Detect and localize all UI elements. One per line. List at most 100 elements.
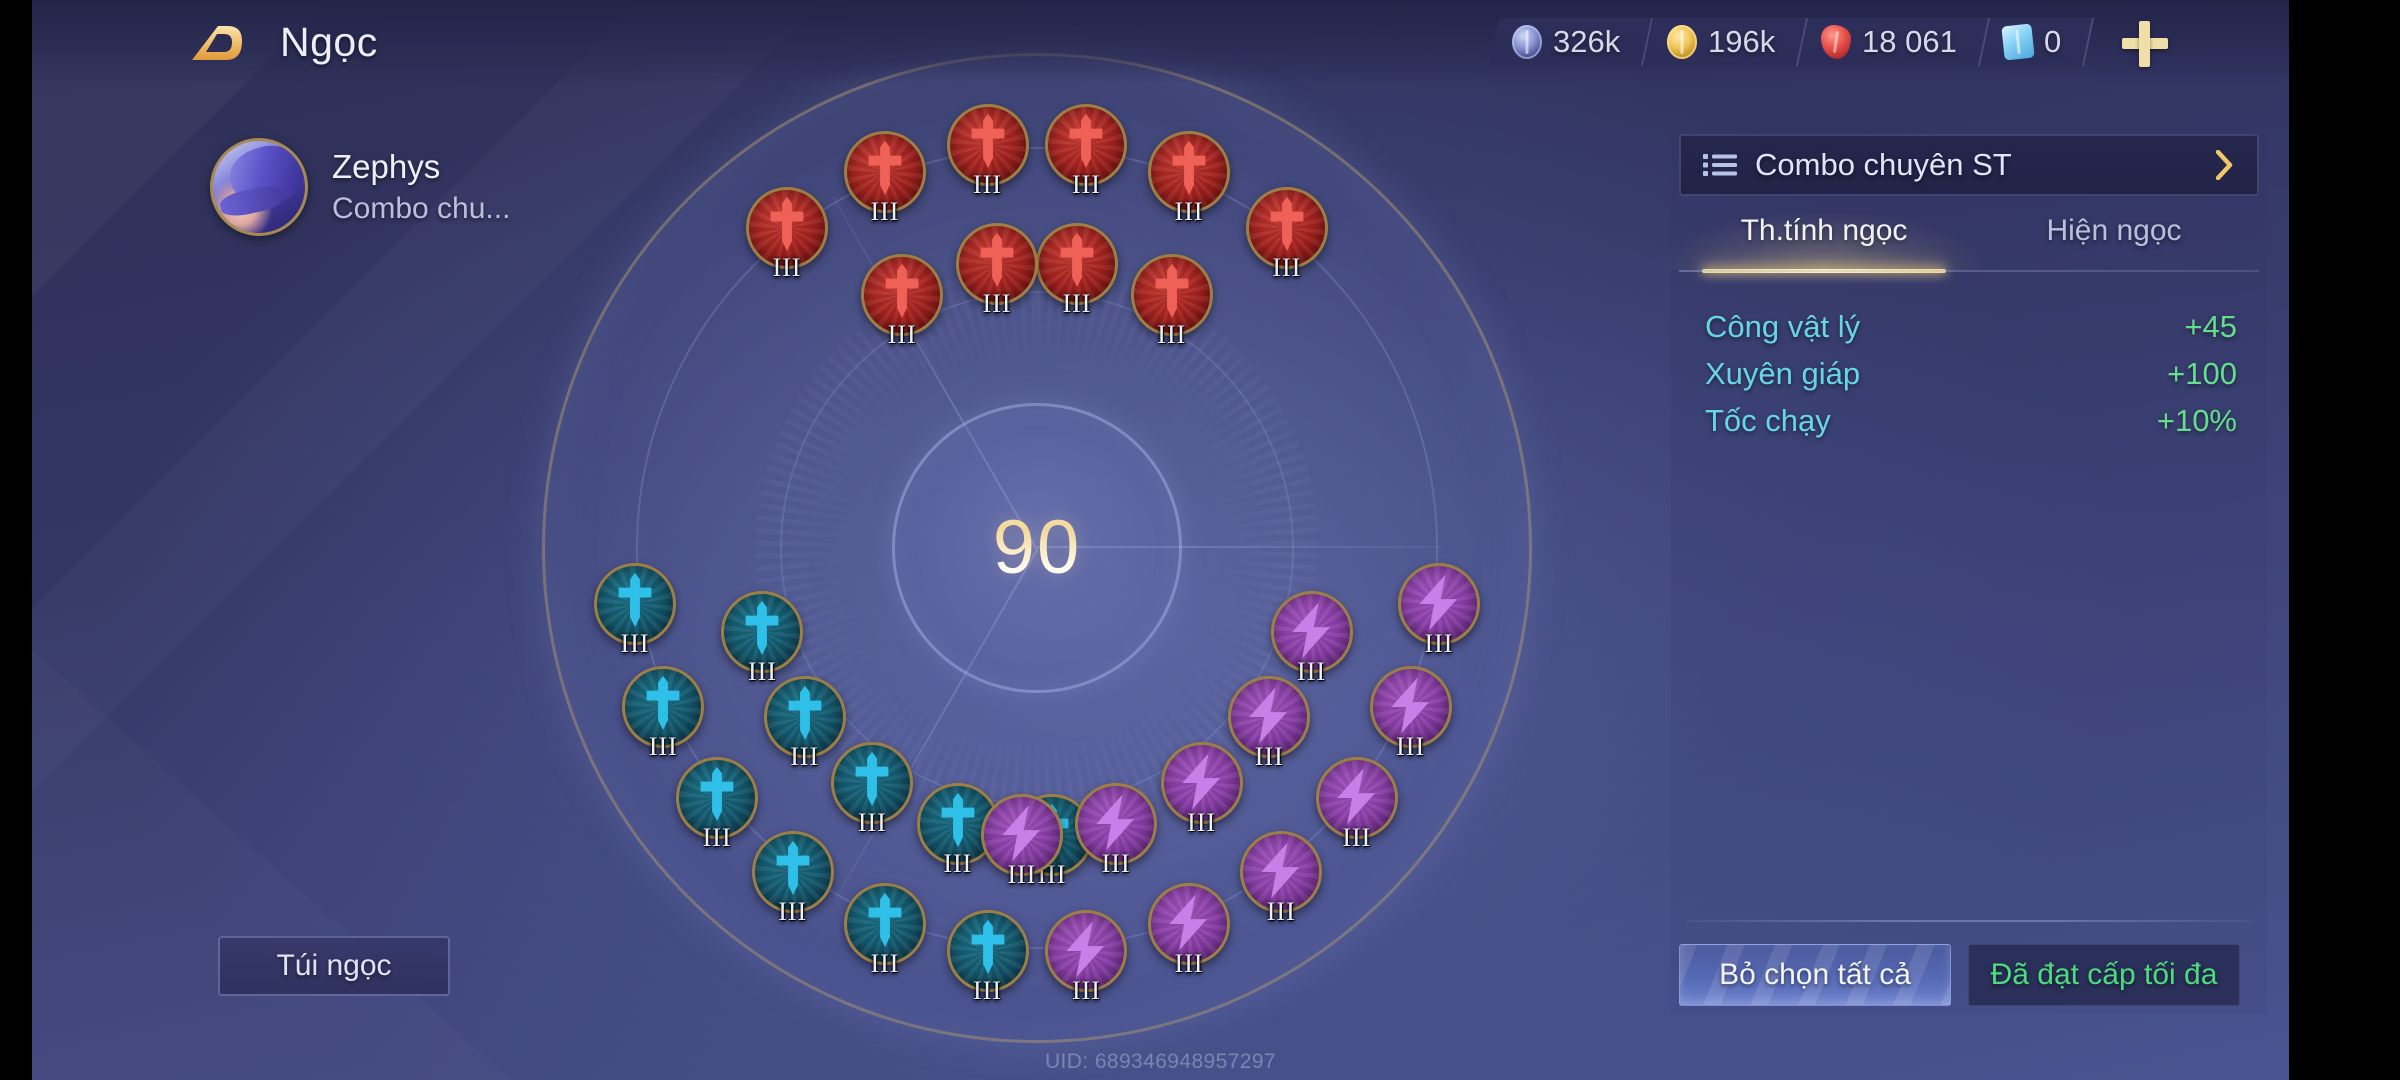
currency-token[interactable]: 0 (1979, 18, 2095, 66)
rune-gem-red[interactable]: III (746, 187, 829, 282)
max-level-badge: Đã đạt cấp tối đa (1968, 944, 2240, 1006)
tab-rune-attributes-label: Th.tính ngọc (1740, 214, 1908, 247)
sword-icon (868, 140, 902, 195)
game-screen: Ngọc 326k 196k 18 061 0 Zephys (32, 0, 2289, 1080)
rune-gem-rank: III (1396, 731, 1426, 761)
tab-show-runes[interactable]: Hiện ngọc (1969, 210, 2259, 272)
hero-info[interactable]: Zephys Combo chu... (210, 138, 510, 236)
top-bar: Ngọc 326k 196k 18 061 0 (32, 0, 2289, 84)
rune-gem-rank: III (620, 629, 650, 659)
rune-gem-rank: III (1254, 741, 1284, 771)
rune-gem-red[interactable]: III (861, 253, 944, 349)
rune-gem-cyan[interactable]: III (721, 590, 804, 686)
rune-gem-rank: III (1424, 629, 1454, 659)
tab-rune-attributes[interactable]: Th.tính ngọc (1661, 210, 1987, 273)
deselect-all-label: Bỏ chọn tất cả (1719, 958, 1911, 991)
chevron-right-icon[interactable] (2215, 149, 2233, 181)
stat-name: Xuyên giáp (1705, 356, 1861, 391)
sword-icon (855, 752, 889, 807)
rune-gem-red[interactable]: III (1148, 130, 1231, 226)
sword-icon (1270, 196, 1304, 252)
plus-icon[interactable] (2119, 18, 2171, 70)
lightning-icon (1291, 602, 1330, 659)
rune-gem-red[interactable]: III (956, 222, 1039, 318)
rune-gem-purple[interactable]: III (1240, 831, 1323, 926)
rune-gem-rank: III (887, 319, 917, 349)
lightning-icon (1419, 574, 1457, 631)
rune-gem-purple[interactable]: III (1045, 909, 1128, 1005)
stat-value: +10% (2156, 403, 2237, 438)
red-gem-icon (1820, 25, 1851, 59)
rune-gem-purple[interactable]: III (980, 793, 1063, 889)
rune-gem-red[interactable]: III (1045, 104, 1128, 199)
rune-gem-rank: III (943, 848, 973, 878)
rune-gem-purple[interactable]: III (1369, 665, 1452, 761)
rune-gem-cyan[interactable]: III (676, 756, 759, 852)
currency-magic[interactable]: 326k (1489, 18, 1654, 66)
panel-divider (1685, 920, 2253, 922)
rune-gem-rank: III (870, 196, 900, 226)
rune-gem-disc (956, 222, 1039, 305)
lightning-icon (1249, 687, 1288, 743)
rune-gem-red[interactable]: III (843, 130, 926, 226)
rune-gem-purple[interactable]: III (1315, 756, 1398, 852)
sword-icon (618, 573, 652, 628)
rune-gem-cyan[interactable]: III (622, 665, 705, 761)
rune-gem-purple[interactable]: III (1160, 742, 1243, 837)
rune-gem-disc (1160, 742, 1243, 825)
back-arrow-icon[interactable] (184, 22, 246, 64)
deselect-all-button[interactable]: Bỏ chọn tất cả (1679, 944, 1951, 1006)
rune-gem-cyan[interactable]: III (594, 563, 677, 658)
sword-icon (885, 263, 919, 318)
rune-gem-cyan[interactable]: III (946, 909, 1029, 1005)
rune-gem-red[interactable]: III (1130, 253, 1213, 349)
lightning-icon (1096, 794, 1135, 851)
sword-icon (700, 766, 734, 821)
stat-row: Tốc chạy +10% (1705, 403, 2237, 439)
lightning-icon (1390, 677, 1429, 733)
rune-gem-purple[interactable]: III (1075, 782, 1158, 878)
rune-gem-red[interactable]: III (1035, 222, 1118, 318)
combo-selector[interactable]: Combo chuyên ST (1679, 134, 2259, 196)
rune-gem-rank: III (857, 808, 887, 838)
rune-gem-purple[interactable]: III (1228, 675, 1311, 771)
rune-gem-rank: III (1174, 196, 1204, 226)
rune-gem-rank: III (973, 170, 1003, 200)
rune-bag-button[interactable]: Túi ngọc (218, 936, 450, 996)
hero-subtitle: Combo chu... (332, 192, 511, 225)
sword-icon (980, 232, 1014, 287)
wheel-center-hub: 90 (892, 403, 1182, 693)
rune-gem-cyan[interactable]: III (843, 883, 926, 978)
wheel-mid-ring (636, 147, 1438, 949)
stat-value: +100 (2167, 356, 2237, 391)
sword-icon (868, 893, 902, 948)
rune-gem-rank: III (648, 731, 678, 761)
rune-wheel: 90 III III III III III III III III III III III III I… (542, 53, 1532, 1043)
rune-gem-rank: III (1101, 848, 1131, 878)
currency-bar: 326k 196k 18 061 0 (1489, 14, 2095, 70)
rune-gem-purple[interactable]: III (1270, 590, 1353, 686)
sword-icon (770, 196, 804, 252)
rune-gem-rank: III (1062, 288, 1092, 318)
rune-gem-purple[interactable]: III (1397, 563, 1480, 658)
magic-crystal-icon (1512, 25, 1543, 59)
rune-gem-cyan[interactable]: III (751, 831, 834, 926)
sword-icon (1155, 263, 1189, 318)
stat-list: Công vật lý +45 Xuyên giáp +100 Tốc chạy… (1705, 309, 2237, 450)
lightning-icon (1002, 805, 1041, 861)
stat-name: Công vật lý (1705, 309, 1861, 344)
currency-gem[interactable]: 18 061 (1797, 18, 1990, 66)
rune-gem-cyan[interactable]: III (831, 742, 914, 837)
sword-icon (971, 113, 1004, 169)
combo-label: Combo chuyên ST (1755, 147, 2012, 182)
gold-coin-icon (1666, 25, 1697, 59)
currency-gold[interactable]: 196k (1643, 18, 1809, 66)
rune-gem-red[interactable]: III (946, 104, 1029, 199)
rune-gem-purple[interactable]: III (1148, 883, 1231, 978)
panel-actions: Bỏ chọn tất cả Đã đạt cấp tối đa (1679, 944, 2259, 1006)
rune-gem-rank: III (1187, 808, 1217, 838)
rune-gem-red[interactable]: III (1245, 187, 1328, 282)
lightning-icon (1261, 842, 1300, 899)
rune-gem-cyan[interactable]: III (763, 675, 846, 771)
blue-token-icon (2001, 23, 2035, 61)
